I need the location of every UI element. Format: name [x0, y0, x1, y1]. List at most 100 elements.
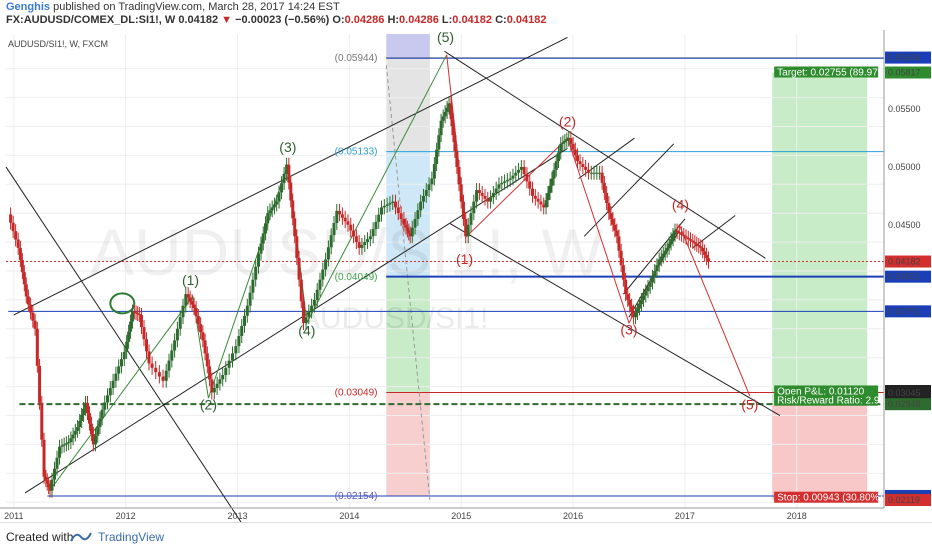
candle-body	[703, 251, 707, 255]
candle-body	[624, 279, 628, 295]
candle-body	[266, 213, 270, 224]
candle-body	[67, 442, 71, 444]
price-axis[interactable]: 0.055000.050000.045000.030000.059460.058…	[883, 30, 932, 522]
candle-body	[407, 230, 411, 234]
candle-body	[147, 351, 151, 364]
candle-body	[642, 295, 646, 300]
candle-body	[119, 359, 123, 367]
candle-body	[382, 205, 386, 208]
candle-body	[55, 457, 59, 469]
candle-body	[377, 214, 381, 222]
candle-body	[453, 135, 457, 152]
candle-body	[357, 242, 361, 248]
candle-body	[559, 143, 563, 153]
wave-label: (1)	[456, 251, 473, 267]
price-tag: 0.02119	[885, 494, 931, 507]
candle-body	[297, 257, 301, 280]
candle-body	[517, 169, 521, 173]
candle-body	[416, 210, 420, 219]
price-tag-text: 0.05946	[888, 53, 921, 63]
candle-body	[399, 213, 403, 219]
price-tick: 0.05000	[888, 162, 921, 172]
price-tag-text: 0.02119	[888, 495, 920, 505]
price-tag: 0.04051	[885, 270, 931, 283]
candle-body	[500, 182, 504, 185]
candle-body	[111, 380, 115, 389]
candle-body	[671, 234, 675, 240]
candle-body	[20, 260, 24, 273]
candle-body	[295, 236, 299, 258]
candle-body	[673, 230, 677, 235]
price-tag-bg	[885, 398, 931, 411]
trend-line-2016	[583, 143, 675, 237]
candle-body	[157, 372, 161, 377]
candle-body	[9, 214, 13, 223]
candle-body	[511, 175, 515, 179]
price-tag-text: 0.05817	[888, 67, 921, 77]
candle-body	[33, 320, 37, 329]
stop-label: Stop: 0.00943 (30.80%) 94	[774, 491, 897, 504]
candle-body	[705, 254, 709, 259]
candle-body	[24, 284, 28, 297]
candle-body	[619, 250, 623, 266]
open-pl-label: Open P&L: 0.01120	[774, 385, 879, 397]
candle-body	[125, 341, 129, 352]
fib-diagonal	[385, 65, 431, 500]
published-text: published on TradingView.com, March 28, …	[53, 1, 340, 13]
tradingview-brand[interactable]: TradingView	[98, 530, 165, 544]
candle-body	[310, 305, 314, 312]
candle-body	[285, 164, 289, 174]
candle-body	[457, 166, 461, 185]
fib-level-label: (0.05944)	[335, 53, 378, 64]
candle-body	[131, 311, 135, 322]
candle-body	[439, 120, 443, 136]
candle-body	[205, 353, 209, 367]
candle-body	[388, 203, 392, 205]
chart-area[interactable]: AUDUSD/SI1!, W AUDUSD/SI1! (0.05944)(0.0…	[0, 30, 932, 522]
target-zone	[772, 72, 868, 405]
fib-level-label: (0.04049)	[335, 272, 378, 283]
candle-body	[108, 388, 112, 396]
time-axis[interactable]: 2011 2012 2013 2014 2015 2016 2017 2018	[0, 507, 884, 521]
candle-body	[609, 213, 613, 219]
candle-body	[576, 155, 580, 162]
candle-body	[201, 332, 205, 341]
candle-body	[188, 297, 192, 302]
fib-zone-green	[386, 276, 430, 393]
candle-body	[22, 272, 26, 285]
candle-body	[129, 321, 133, 332]
candle-body	[340, 214, 344, 218]
candle-body	[630, 305, 634, 312]
candle-body	[522, 166, 526, 175]
candle-body	[494, 188, 498, 193]
candle-body	[486, 198, 490, 202]
author-link[interactable]: Genghis	[6, 1, 51, 13]
created-with-text: Created with	[6, 530, 74, 544]
fib-zone-grey	[386, 57, 430, 152]
candle-body	[650, 276, 654, 283]
candle-body	[86, 402, 90, 414]
risk-reward-label-text: Risk/Reward Ratio: 2.92	[777, 396, 885, 407]
price-tag-text: 0.03045	[888, 388, 921, 398]
candle-body	[665, 247, 669, 251]
grid-layer	[6, 34, 884, 508]
wave-label: (5)	[437, 30, 454, 45]
publish-info: Genghis published on TradingView.com, Ma…	[6, 1, 340, 13]
candle-body	[196, 316, 200, 325]
candle-body	[291, 200, 295, 219]
candle-body	[154, 367, 158, 373]
down-channel-lower	[449, 223, 781, 416]
wave-label: (5)	[741, 397, 758, 413]
candle-body	[605, 192, 609, 204]
candle-body	[405, 227, 409, 231]
candle-body	[318, 279, 322, 290]
candle-body	[40, 402, 44, 440]
candle-body	[447, 103, 451, 108]
candle-body	[173, 340, 177, 351]
candle-body	[145, 339, 149, 352]
candle-body	[277, 192, 281, 202]
candle-body	[142, 327, 146, 340]
labels-layer: (0.05944) (0.05133) (0.04049) (0.03049) (0.0…	[182, 30, 899, 504]
candle-body	[637, 304, 641, 309]
candle-body	[613, 224, 617, 231]
